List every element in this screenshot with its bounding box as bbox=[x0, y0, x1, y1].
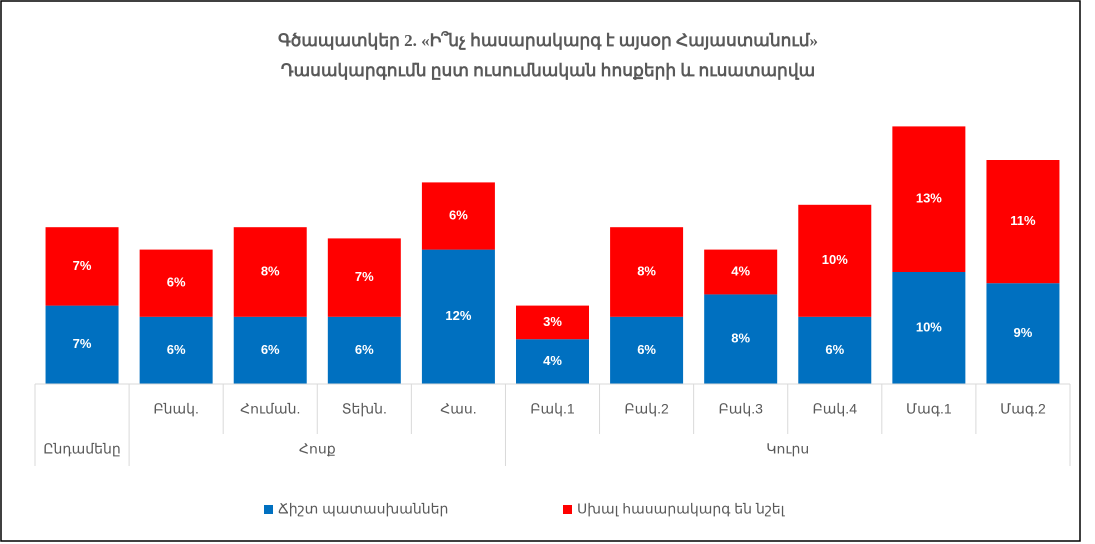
legend-swatch bbox=[264, 505, 273, 514]
x-tick-label: Մագ.2 bbox=[1000, 401, 1046, 417]
legend-swatch bbox=[563, 505, 572, 514]
bar-segment bbox=[704, 249, 778, 295]
bar-segment bbox=[139, 316, 213, 384]
value-label: 12% bbox=[445, 308, 471, 323]
bar-segment bbox=[233, 227, 307, 317]
bar-segment bbox=[421, 182, 495, 250]
value-label: 7% bbox=[73, 258, 92, 273]
bar-segment bbox=[610, 227, 684, 317]
bar-segment bbox=[45, 227, 119, 306]
bar-segment bbox=[516, 305, 589, 340]
value-label: 4% bbox=[543, 353, 562, 368]
group-label: Կուրս bbox=[766, 441, 809, 457]
bar-segment bbox=[610, 316, 684, 384]
bar-segment bbox=[892, 272, 966, 384]
value-label: 7% bbox=[355, 269, 374, 284]
group-label: Ընդամենը bbox=[43, 441, 121, 457]
bar-segment bbox=[986, 283, 1060, 384]
bar-segment bbox=[421, 249, 495, 384]
value-label: 8% bbox=[731, 331, 750, 346]
bar-segment bbox=[139, 249, 213, 317]
value-label: 10% bbox=[822, 252, 848, 267]
bar-segment bbox=[798, 204, 872, 317]
x-tick-label: Բակ.1 bbox=[530, 401, 575, 417]
value-label: 13% bbox=[916, 191, 942, 206]
group-label: Հոսք bbox=[299, 441, 336, 457]
chart-subtitle: Դասակարգումն ըստ ուսումնական հոսքերի և ո… bbox=[281, 61, 815, 80]
bar-segment bbox=[233, 316, 307, 384]
value-label: 10% bbox=[916, 319, 942, 334]
x-tick-label: Բակ.4 bbox=[813, 401, 858, 417]
x-tick-label: Բակ.3 bbox=[718, 401, 763, 417]
x-tick-label: Տեխն. bbox=[342, 401, 387, 417]
bar-segment bbox=[327, 316, 401, 384]
value-label: 8% bbox=[261, 263, 280, 278]
legend-label: Սխալ հասարակարգ են նշել bbox=[577, 501, 786, 517]
bar-segment bbox=[327, 238, 401, 317]
x-tick-label: Հաս. bbox=[440, 401, 476, 417]
value-label: 3% bbox=[543, 314, 562, 329]
bar-segment bbox=[516, 339, 589, 384]
value-label: 6% bbox=[167, 342, 186, 357]
value-label: 6% bbox=[355, 342, 374, 357]
x-tick-label: Բակ.2 bbox=[624, 401, 669, 417]
x-tick-label: Մագ.1 bbox=[906, 401, 952, 417]
value-label: 11% bbox=[1010, 213, 1036, 228]
bar-segment bbox=[45, 305, 119, 384]
value-label: 7% bbox=[73, 336, 92, 351]
bar-segment bbox=[986, 160, 1060, 284]
value-label: 6% bbox=[167, 275, 186, 290]
bar-segment bbox=[798, 316, 872, 384]
value-label: 9% bbox=[1014, 325, 1033, 340]
value-label: 6% bbox=[637, 342, 656, 357]
value-label: 6% bbox=[825, 342, 844, 357]
bar-segment bbox=[892, 126, 966, 273]
value-label: 4% bbox=[731, 263, 750, 278]
legend-label: Ճիշտ պատասխաններ bbox=[278, 501, 448, 517]
x-tick-label: Հուման. bbox=[240, 401, 300, 417]
chart-title: Գծապատկեր 2. «Ի՞նչ հասարակարգ է այսօր Հա… bbox=[278, 30, 818, 50]
bar-segment bbox=[704, 294, 778, 384]
value-label: 8% bbox=[637, 263, 656, 278]
value-label: 6% bbox=[261, 342, 280, 357]
x-tick-label: Բնակ. bbox=[153, 401, 199, 417]
value-label: 6% bbox=[449, 207, 468, 222]
